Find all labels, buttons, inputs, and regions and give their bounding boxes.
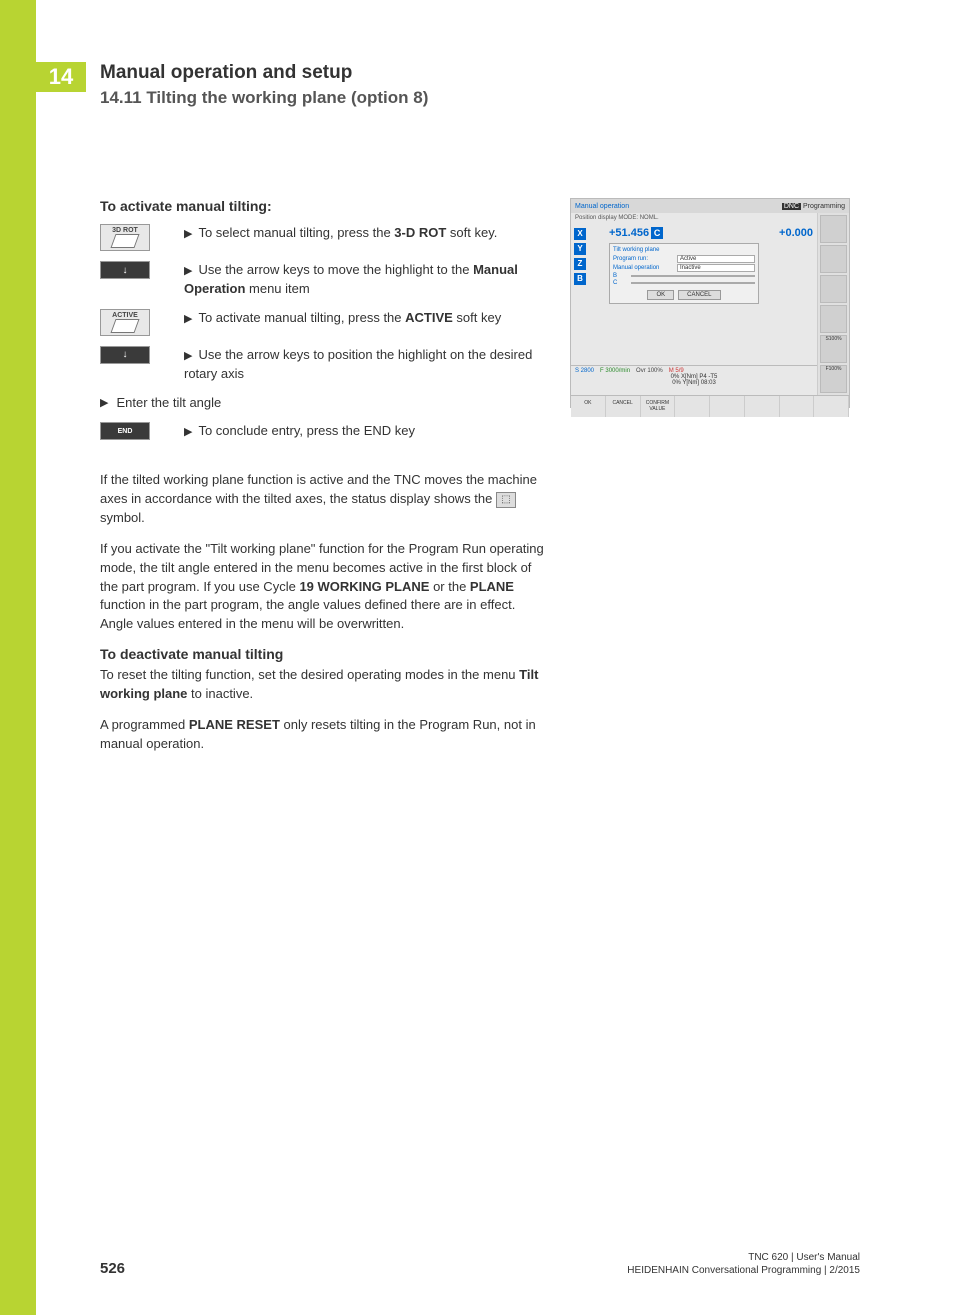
tilt-plane-icon: ⬚ bbox=[496, 492, 516, 508]
scr-main: X Y Z B +51.456C +0.000 bbox=[571, 225, 817, 365]
scr-row3-val bbox=[631, 275, 755, 277]
scr-row1-val: Active bbox=[677, 255, 755, 263]
footer: 526 TNC 620 | User's Manual HEIDENHAIN C… bbox=[100, 1251, 860, 1277]
page-number: 526 bbox=[100, 1260, 125, 1277]
scr-row4-val bbox=[631, 282, 755, 284]
status-ovr: Ovr 100% bbox=[636, 368, 663, 374]
scr-row2-label: Manual operation bbox=[613, 265, 673, 271]
chapter-number: 14 bbox=[36, 62, 86, 92]
key-end: END bbox=[100, 422, 150, 440]
side-s100: S100% bbox=[820, 335, 847, 363]
key-label: 3D ROT bbox=[112, 227, 138, 234]
sk-empty bbox=[780, 396, 815, 417]
chapter-title: Manual operation and setup bbox=[100, 62, 860, 84]
scr-mode-right: DNC Programming bbox=[782, 203, 845, 210]
key-3drot: 3D ROT bbox=[100, 224, 150, 251]
scr-status: S 2800 F 3000/min Ovr 100% M 5/9 0% X[Nm… bbox=[571, 365, 817, 387]
bullet-icon: ▶ bbox=[184, 426, 192, 438]
side-box bbox=[820, 275, 847, 303]
sk-empty bbox=[710, 396, 745, 417]
axis-x: X bbox=[574, 228, 586, 240]
scr-value-2: +0.000 bbox=[779, 227, 813, 239]
scr-header: Manual operation DNC Programming bbox=[571, 199, 849, 213]
sk-confirm: CONFIRM VALUE bbox=[641, 396, 676, 417]
scr-axes: X Y Z B bbox=[571, 225, 589, 365]
instructions-column: To activate manual tilting: 3D ROT ▶ To s… bbox=[100, 198, 550, 765]
scr-sidebar: S100% F100% bbox=[817, 213, 849, 395]
iso-icon bbox=[110, 234, 139, 248]
bullet-icon: ▶ bbox=[184, 313, 192, 325]
axis-y: Y bbox=[574, 243, 586, 255]
scr-row4-label: C bbox=[613, 280, 627, 286]
paragraph-4: A programmed PLANE RESET only resets til… bbox=[100, 716, 550, 754]
key-arrow-down: ↓ bbox=[100, 346, 150, 364]
key-active: ACTIVE bbox=[100, 309, 150, 336]
status-f: F 3000/min bbox=[600, 368, 630, 374]
bullet-icon: ▶ bbox=[184, 228, 192, 240]
side-box bbox=[820, 245, 847, 273]
side-box bbox=[820, 215, 847, 243]
key-arrow-down: ↓ bbox=[100, 261, 150, 279]
axis-b: B bbox=[574, 273, 586, 285]
footer-line1: TNC 620 | User's Manual bbox=[627, 1251, 860, 1264]
scr-dialog: Tilt working plane Program run: Active M… bbox=[609, 243, 759, 304]
side-box bbox=[820, 305, 847, 333]
bullet-icon: ▶ bbox=[184, 350, 192, 362]
footer-text: TNC 620 | User's Manual HEIDENHAIN Conve… bbox=[627, 1251, 860, 1277]
step-6: END ▶ To conclude entry, press the END ke… bbox=[100, 422, 550, 441]
side-f100: F100% bbox=[820, 365, 847, 393]
sk-empty bbox=[675, 396, 710, 417]
step-2: ↓ ▶Use the arrow keys to move the highli… bbox=[100, 261, 550, 299]
step-1: 3D ROT ▶ To select manual tilting, press … bbox=[100, 224, 550, 251]
status-s: S 2800 bbox=[575, 368, 594, 374]
footer-line2: HEIDENHAIN Conversational Programming | … bbox=[627, 1264, 860, 1277]
scr-softkeys: OK CANCEL CONFIRM VALUE bbox=[571, 395, 849, 417]
side-tab bbox=[0, 0, 36, 1315]
scr-center: +51.456C +0.000 Tilt working plane Progr… bbox=[589, 225, 817, 365]
sk-empty bbox=[745, 396, 780, 417]
step-3: ACTIVE ▶ To activate manual tilting, pres… bbox=[100, 309, 550, 336]
section-title: 14.11 Tilting the working plane (option … bbox=[100, 88, 860, 108]
sk-cancel: CANCEL bbox=[606, 396, 641, 417]
scr-dialog-title: Tilt working plane bbox=[613, 247, 755, 253]
axis-z: Z bbox=[574, 258, 586, 270]
sk-empty bbox=[814, 396, 849, 417]
step-text: To select manual tilting, press the 3-D … bbox=[198, 225, 497, 240]
activate-heading: To activate manual tilting: bbox=[100, 198, 550, 214]
scr-row1-label: Program run: bbox=[613, 256, 673, 262]
sk-ok: OK bbox=[571, 396, 606, 417]
scr-ok-btn: OK bbox=[647, 290, 674, 300]
screenshot-column: Manual operation DNC Programming Positio… bbox=[570, 198, 850, 765]
key-label: ACTIVE bbox=[112, 312, 138, 319]
page-content: Manual operation and setup 14.11 Tilting… bbox=[100, 62, 860, 765]
scr-row3-label: B bbox=[613, 273, 627, 279]
status-nm2: 0% Y[Nm] 08:03 bbox=[575, 380, 813, 386]
tnc-screenshot: Manual operation DNC Programming Positio… bbox=[570, 198, 850, 408]
step-4: ↓ ▶Use the arrow keys to position the hi… bbox=[100, 346, 550, 384]
paragraph-3: To reset the tilting function, set the d… bbox=[100, 666, 550, 704]
step-5: ▶ Enter the tilt angle bbox=[100, 394, 550, 413]
scr-value-1: +51.456C bbox=[609, 227, 663, 239]
scr-cancel-btn: CANCEL bbox=[678, 290, 720, 300]
step-text: To activate manual tilting, press the AC… bbox=[198, 310, 501, 325]
iso-icon bbox=[110, 319, 139, 333]
scr-row2-val: Inactive bbox=[677, 264, 755, 272]
paragraph-2: If you activate the "Tilt working plane"… bbox=[100, 540, 550, 634]
deactivate-heading: To deactivate manual tilting bbox=[100, 646, 550, 662]
scr-subheader: Position display MODE: NOML. bbox=[571, 213, 817, 225]
scr-mode-left: Manual operation bbox=[575, 203, 629, 210]
step-text: Enter the tilt angle bbox=[116, 394, 221, 413]
paragraph-1: If the tilted working plane function is … bbox=[100, 471, 550, 528]
bullet-icon: ▶ bbox=[184, 265, 192, 277]
bullet-icon: ▶ bbox=[100, 396, 108, 413]
step-text: Use the arrow keys to move the highlight… bbox=[184, 262, 518, 296]
step-text: Use the arrow keys to position the highl… bbox=[184, 347, 532, 381]
step-text: To conclude entry, press the END key bbox=[198, 423, 415, 438]
